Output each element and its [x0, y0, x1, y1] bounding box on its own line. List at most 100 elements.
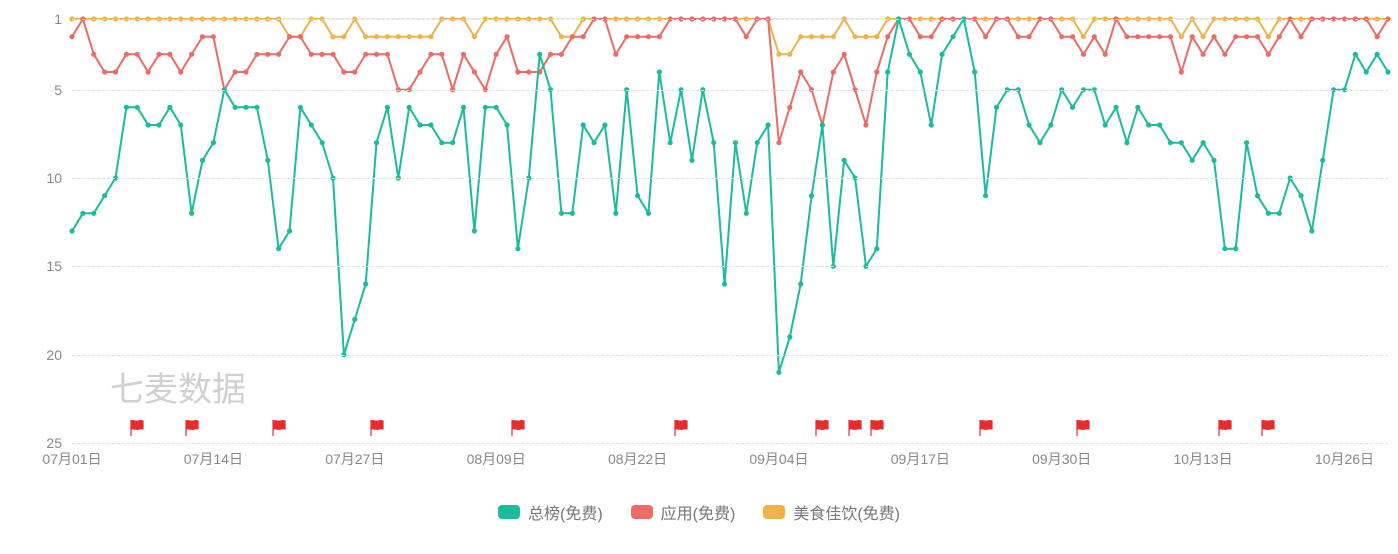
event-flag-icon[interactable]	[182, 418, 202, 443]
series-point-overall[interactable]	[711, 140, 716, 145]
series-point-apps[interactable]	[298, 34, 303, 39]
series-point-apps[interactable]	[1081, 52, 1086, 57]
series-point-overall[interactable]	[1233, 246, 1238, 251]
series-point-apps[interactable]	[613, 52, 618, 57]
series-point-food[interactable]	[417, 34, 422, 39]
series-point-overall[interactable]	[385, 105, 390, 110]
series-point-overall[interactable]	[776, 370, 781, 375]
series-point-overall[interactable]	[287, 228, 292, 233]
series-point-apps[interactable]	[233, 69, 238, 74]
series-point-apps[interactable]	[1157, 34, 1162, 39]
series-point-food[interactable]	[1081, 34, 1086, 39]
series-point-overall[interactable]	[91, 211, 96, 216]
series-point-apps[interactable]	[494, 52, 499, 57]
series-point-overall[interactable]	[450, 140, 455, 145]
series-point-apps[interactable]	[276, 52, 281, 57]
series-point-apps[interactable]	[570, 34, 575, 39]
series-point-food[interactable]	[1179, 34, 1184, 39]
series-point-apps[interactable]	[635, 34, 640, 39]
series-point-food[interactable]	[809, 34, 814, 39]
series-point-apps[interactable]	[885, 34, 890, 39]
series-point-apps[interactable]	[918, 34, 923, 39]
series-point-apps[interactable]	[254, 52, 259, 57]
series-point-food[interactable]	[407, 34, 412, 39]
series-point-food[interactable]	[863, 34, 868, 39]
series-point-overall[interactable]	[874, 246, 879, 251]
series-point-food[interactable]	[798, 34, 803, 39]
series-point-apps[interactable]	[1146, 34, 1151, 39]
series-point-overall[interactable]	[1211, 158, 1216, 163]
series-point-overall[interactable]	[1037, 140, 1042, 145]
series-point-overall[interactable]	[1375, 52, 1380, 57]
series-point-apps[interactable]	[167, 52, 172, 57]
series-point-overall[interactable]	[1179, 140, 1184, 145]
series-point-overall[interactable]	[983, 193, 988, 198]
series-point-apps[interactable]	[1201, 52, 1206, 57]
series-point-overall[interactable]	[102, 193, 107, 198]
series-point-overall[interactable]	[918, 69, 923, 74]
series-point-overall[interactable]	[428, 122, 433, 127]
series-point-overall[interactable]	[1103, 122, 1108, 127]
event-flag-icon[interactable]	[367, 418, 387, 443]
series-point-food[interactable]	[820, 34, 825, 39]
series-point-apps[interactable]	[385, 52, 390, 57]
legend-item-apps[interactable]: 应用(免费)	[631, 500, 736, 524]
series-point-apps[interactable]	[439, 52, 444, 57]
series-point-overall[interactable]	[135, 105, 140, 110]
series-point-apps[interactable]	[102, 69, 107, 74]
series-point-overall[interactable]	[439, 140, 444, 145]
series-point-overall[interactable]	[1146, 122, 1151, 127]
series-point-overall[interactable]	[733, 140, 738, 145]
series-point-apps[interactable]	[320, 52, 325, 57]
series-point-food[interactable]	[1201, 34, 1206, 39]
series-point-apps[interactable]	[1059, 34, 1064, 39]
series-point-overall[interactable]	[537, 52, 542, 57]
series-point-apps[interactable]	[461, 52, 466, 57]
series-point-apps[interactable]	[842, 52, 847, 57]
series-point-overall[interactable]	[581, 122, 586, 127]
series-point-overall[interactable]	[1385, 69, 1390, 74]
series-point-apps[interactable]	[874, 69, 879, 74]
series-point-apps[interactable]	[515, 69, 520, 74]
series-point-overall[interactable]	[461, 105, 466, 110]
series-point-overall[interactable]	[602, 122, 607, 127]
series-point-apps[interactable]	[929, 34, 934, 39]
series-point-apps[interactable]	[374, 52, 379, 57]
series-point-overall[interactable]	[939, 52, 944, 57]
series-point-apps[interactable]	[548, 52, 553, 57]
series-point-apps[interactable]	[776, 140, 781, 145]
series-point-apps[interactable]	[135, 52, 140, 57]
series-point-overall[interactable]	[1113, 105, 1118, 110]
series-point-apps[interactable]	[156, 52, 161, 57]
series-point-overall[interactable]	[472, 228, 477, 233]
series-point-apps[interactable]	[124, 52, 129, 57]
series-point-overall[interactable]	[689, 158, 694, 163]
series-point-food[interactable]	[559, 34, 564, 39]
legend-item-food[interactable]: 美食佳饮(免费)	[763, 500, 900, 524]
event-flag-icon[interactable]	[976, 418, 996, 443]
series-point-apps[interactable]	[1103, 52, 1108, 57]
series-point-overall[interactable]	[146, 122, 151, 127]
series-point-apps[interactable]	[526, 69, 531, 74]
series-point-overall[interactable]	[591, 140, 596, 145]
series-point-food[interactable]	[776, 52, 781, 57]
series-point-apps[interactable]	[744, 34, 749, 39]
series-point-overall[interactable]	[200, 158, 205, 163]
series-point-apps[interactable]	[1222, 52, 1227, 57]
series-point-overall[interactable]	[1266, 211, 1271, 216]
series-point-apps[interactable]	[1277, 34, 1282, 39]
series-point-apps[interactable]	[1026, 34, 1031, 39]
series-point-overall[interactable]	[559, 211, 564, 216]
series-point-overall[interactable]	[1026, 122, 1031, 127]
series-point-overall[interactable]	[374, 140, 379, 145]
series-point-overall[interactable]	[69, 228, 74, 233]
series-point-overall[interactable]	[1135, 105, 1140, 110]
series-point-overall[interactable]	[755, 140, 760, 145]
series-point-apps[interactable]	[200, 34, 205, 39]
series-point-apps[interactable]	[624, 34, 629, 39]
series-point-overall[interactable]	[243, 105, 248, 110]
series-point-overall[interactable]	[1201, 140, 1206, 145]
series-point-overall[interactable]	[1244, 140, 1249, 145]
series-point-apps[interactable]	[983, 34, 988, 39]
series-point-overall[interactable]	[907, 52, 912, 57]
